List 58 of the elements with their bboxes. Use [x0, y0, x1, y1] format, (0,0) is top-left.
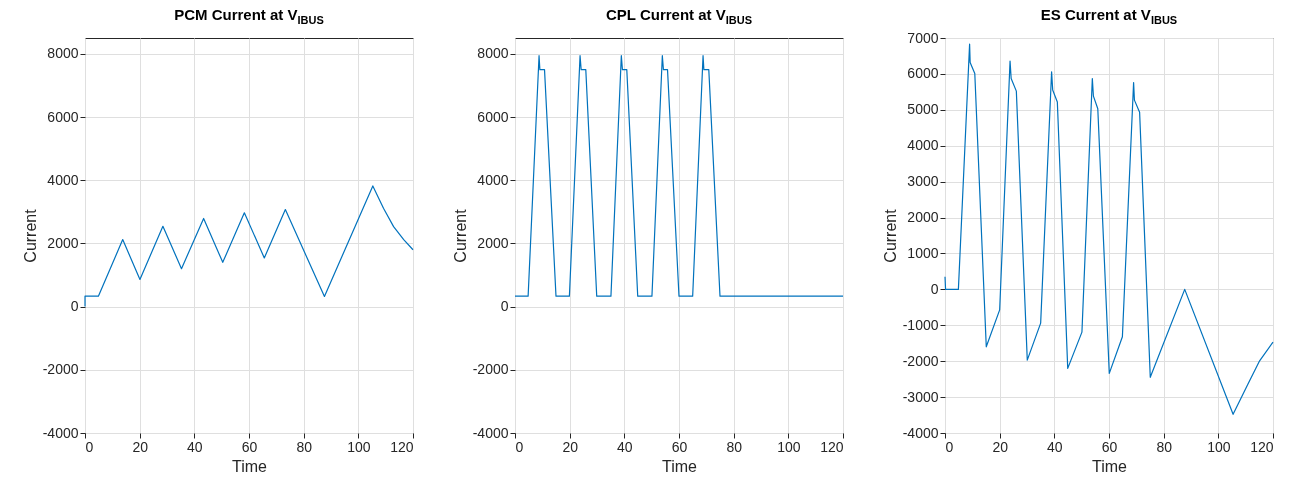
x-tick-label: 0	[515, 438, 524, 455]
y-tick-label: 8000	[47, 45, 79, 62]
y-tick-label: 0	[70, 298, 79, 315]
y-tick-label: 6000	[907, 65, 939, 82]
x-tick-label: 0	[945, 438, 954, 455]
y-tick-label: 1000	[907, 244, 939, 261]
x-tick-label: 80	[296, 438, 313, 455]
chart-title: PCM Current at V$_{IBUS}$	[173, 6, 325, 26]
x-tick-label: 0	[85, 438, 94, 455]
x-tick-label: 60	[1101, 438, 1118, 455]
y-tick-label: 4000	[47, 171, 79, 188]
y-tick-label: -4000	[472, 424, 509, 441]
line-series	[944, 43, 1274, 415]
x-axis-title: Time	[232, 457, 268, 475]
y-axis-title: Current	[881, 208, 899, 263]
chart-title: CPL Current at V$_{IBUS}$	[605, 6, 753, 26]
x-tick-label: 80	[1156, 438, 1173, 455]
y-tick-label: 2000	[47, 234, 79, 251]
x-tick-label: 80	[726, 438, 743, 455]
line-series	[84, 185, 414, 308]
y-tick-label: 4000	[907, 137, 939, 154]
x-tick-label: 100	[347, 438, 371, 455]
x-tick-label: 120	[820, 438, 844, 455]
y-tick-label: 6000	[47, 108, 79, 125]
y-tick-label: 0	[500, 298, 509, 315]
x-axis-title: Time	[662, 457, 698, 475]
x-tick-label: 100	[1207, 438, 1231, 455]
y-tick-label: 4000	[477, 171, 509, 188]
x-tick-label: 20	[562, 438, 579, 455]
x-tick-label: 40	[617, 438, 633, 455]
x-tick-label: 120	[1250, 438, 1274, 455]
y-axis-title: Current	[21, 208, 39, 263]
x-tick-label: 20	[132, 438, 149, 455]
y-tick-label: 7000	[907, 29, 939, 46]
x-tick-label: 60	[241, 438, 258, 455]
y-axis-title: Current	[451, 208, 469, 263]
y-tick-label: -2000	[42, 361, 79, 378]
y-tick-label: 3000	[907, 173, 939, 190]
x-tick-label: 40	[1047, 438, 1063, 455]
x-axis-title: Time	[1092, 457, 1128, 475]
x-tick-label: 40	[187, 438, 203, 455]
y-tick-label: -2000	[472, 361, 509, 378]
y-tick-label: 5000	[907, 101, 939, 118]
y-tick-label: -1000	[902, 316, 939, 333]
y-tick-label: 0	[930, 280, 939, 297]
x-tick-label: 100	[777, 438, 801, 455]
x-tick-label: 20	[992, 438, 1009, 455]
y-tick-label: -4000	[902, 424, 939, 441]
chart-title: ES Current at V$_{IBUS}$	[1039, 6, 1179, 26]
x-tick-label: 60	[671, 438, 688, 455]
y-tick-label: 2000	[477, 234, 509, 251]
y-tick-label: -4000	[42, 424, 79, 441]
x-tick-label: 120	[390, 438, 414, 455]
y-tick-label: -3000	[902, 388, 939, 405]
y-tick-label: -2000	[902, 352, 939, 369]
y-tick-label: 6000	[477, 108, 509, 125]
y-tick-label: 8000	[477, 45, 509, 62]
y-tick-label: 2000	[907, 209, 939, 226]
